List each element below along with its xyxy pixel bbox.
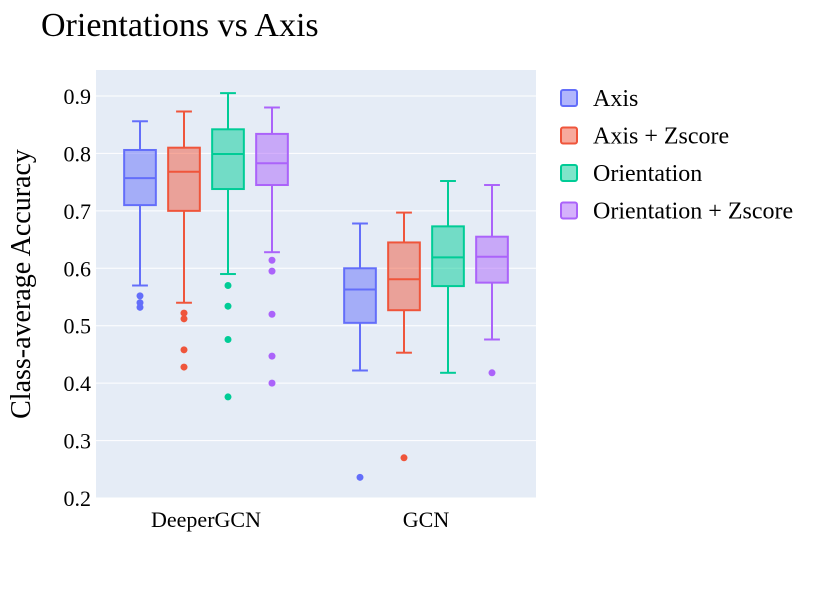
iqr-box [431,225,465,288]
outlier-point [224,302,232,310]
legend-label: Axis + Zscore [593,124,729,150]
box-orientation-deepergcn[interactable] [211,92,245,401]
y-tick-label: 0.7 [64,199,92,224]
legend-swatch [560,201,578,220]
outlier-point [224,282,232,290]
y-tick-label: 0.6 [64,256,92,281]
outlier-point [268,352,276,360]
outlier-point [180,346,188,354]
outlier-point [224,393,232,401]
outlier-point [268,310,276,318]
legend-swatch [560,89,578,107]
chart-title: Orientations vs Axis [41,7,319,44]
outlier-point [268,256,276,264]
legend: Axis Axis + Zscore Orientation Orientation … [560,86,793,225]
plot-area [96,70,536,498]
legend-label: Axis [593,86,638,112]
outlier-point [180,315,188,323]
outlier-point [268,267,276,275]
iqr-box [475,235,509,284]
box-axis-zscore-deepergcn[interactable] [167,110,201,371]
y-tick-label: 0.9 [64,84,92,109]
iqr-box [211,128,245,191]
y-tick-label: 0.3 [64,429,92,454]
legend-item[interactable]: Axis [560,86,638,112]
legend-item[interactable]: Orientation [560,161,702,187]
y-tick-label: 0.2 [64,486,92,511]
iqr-box [167,146,201,212]
x-axis-ticks: DeeperGCN GCN [151,507,449,532]
legend-label: Orientation [593,161,702,187]
legend-swatch [560,126,578,145]
outlier-point [136,292,144,300]
box-orientation-zscore-gcn[interactable] [475,184,509,377]
outlier-point [224,335,232,343]
box-axis-deepergcn[interactable] [123,120,157,311]
outlier-point [356,473,364,481]
outlier-point [180,363,188,371]
y-axis-ticks: 0.2 0.3 0.4 0.5 0.6 0.7 0.8 0.9 [64,84,92,511]
outlier-point [488,369,496,377]
x-tick-label: DeeperGCN [151,507,261,532]
legend-item[interactable]: Orientation + Zscore [560,199,793,225]
box-axis-gcn[interactable] [343,222,377,481]
box-orientation-gcn[interactable] [431,179,465,374]
outlier-point [136,303,144,311]
y-tick-label: 0.4 [64,371,92,396]
iqr-box [343,267,377,324]
y-tick-label: 0.8 [64,141,92,166]
iqr-box [387,241,421,312]
box-orientation-zscore-deepergcn[interactable] [255,106,289,387]
box-axis-zscore-gcn[interactable] [387,211,421,462]
iqr-box [255,132,289,187]
legend-label: Orientation + Zscore [593,199,793,225]
x-tick-label: GCN [403,507,450,532]
y-tick-label: 0.5 [64,314,92,339]
legend-item[interactable]: Axis + Zscore [560,124,729,150]
outlier-point [400,454,408,462]
y-axis-title: Class-average Accuracy [6,149,37,419]
outlier-point [180,309,188,317]
outlier-point [268,379,276,387]
legend-swatch [560,164,578,182]
box-series [123,92,509,481]
